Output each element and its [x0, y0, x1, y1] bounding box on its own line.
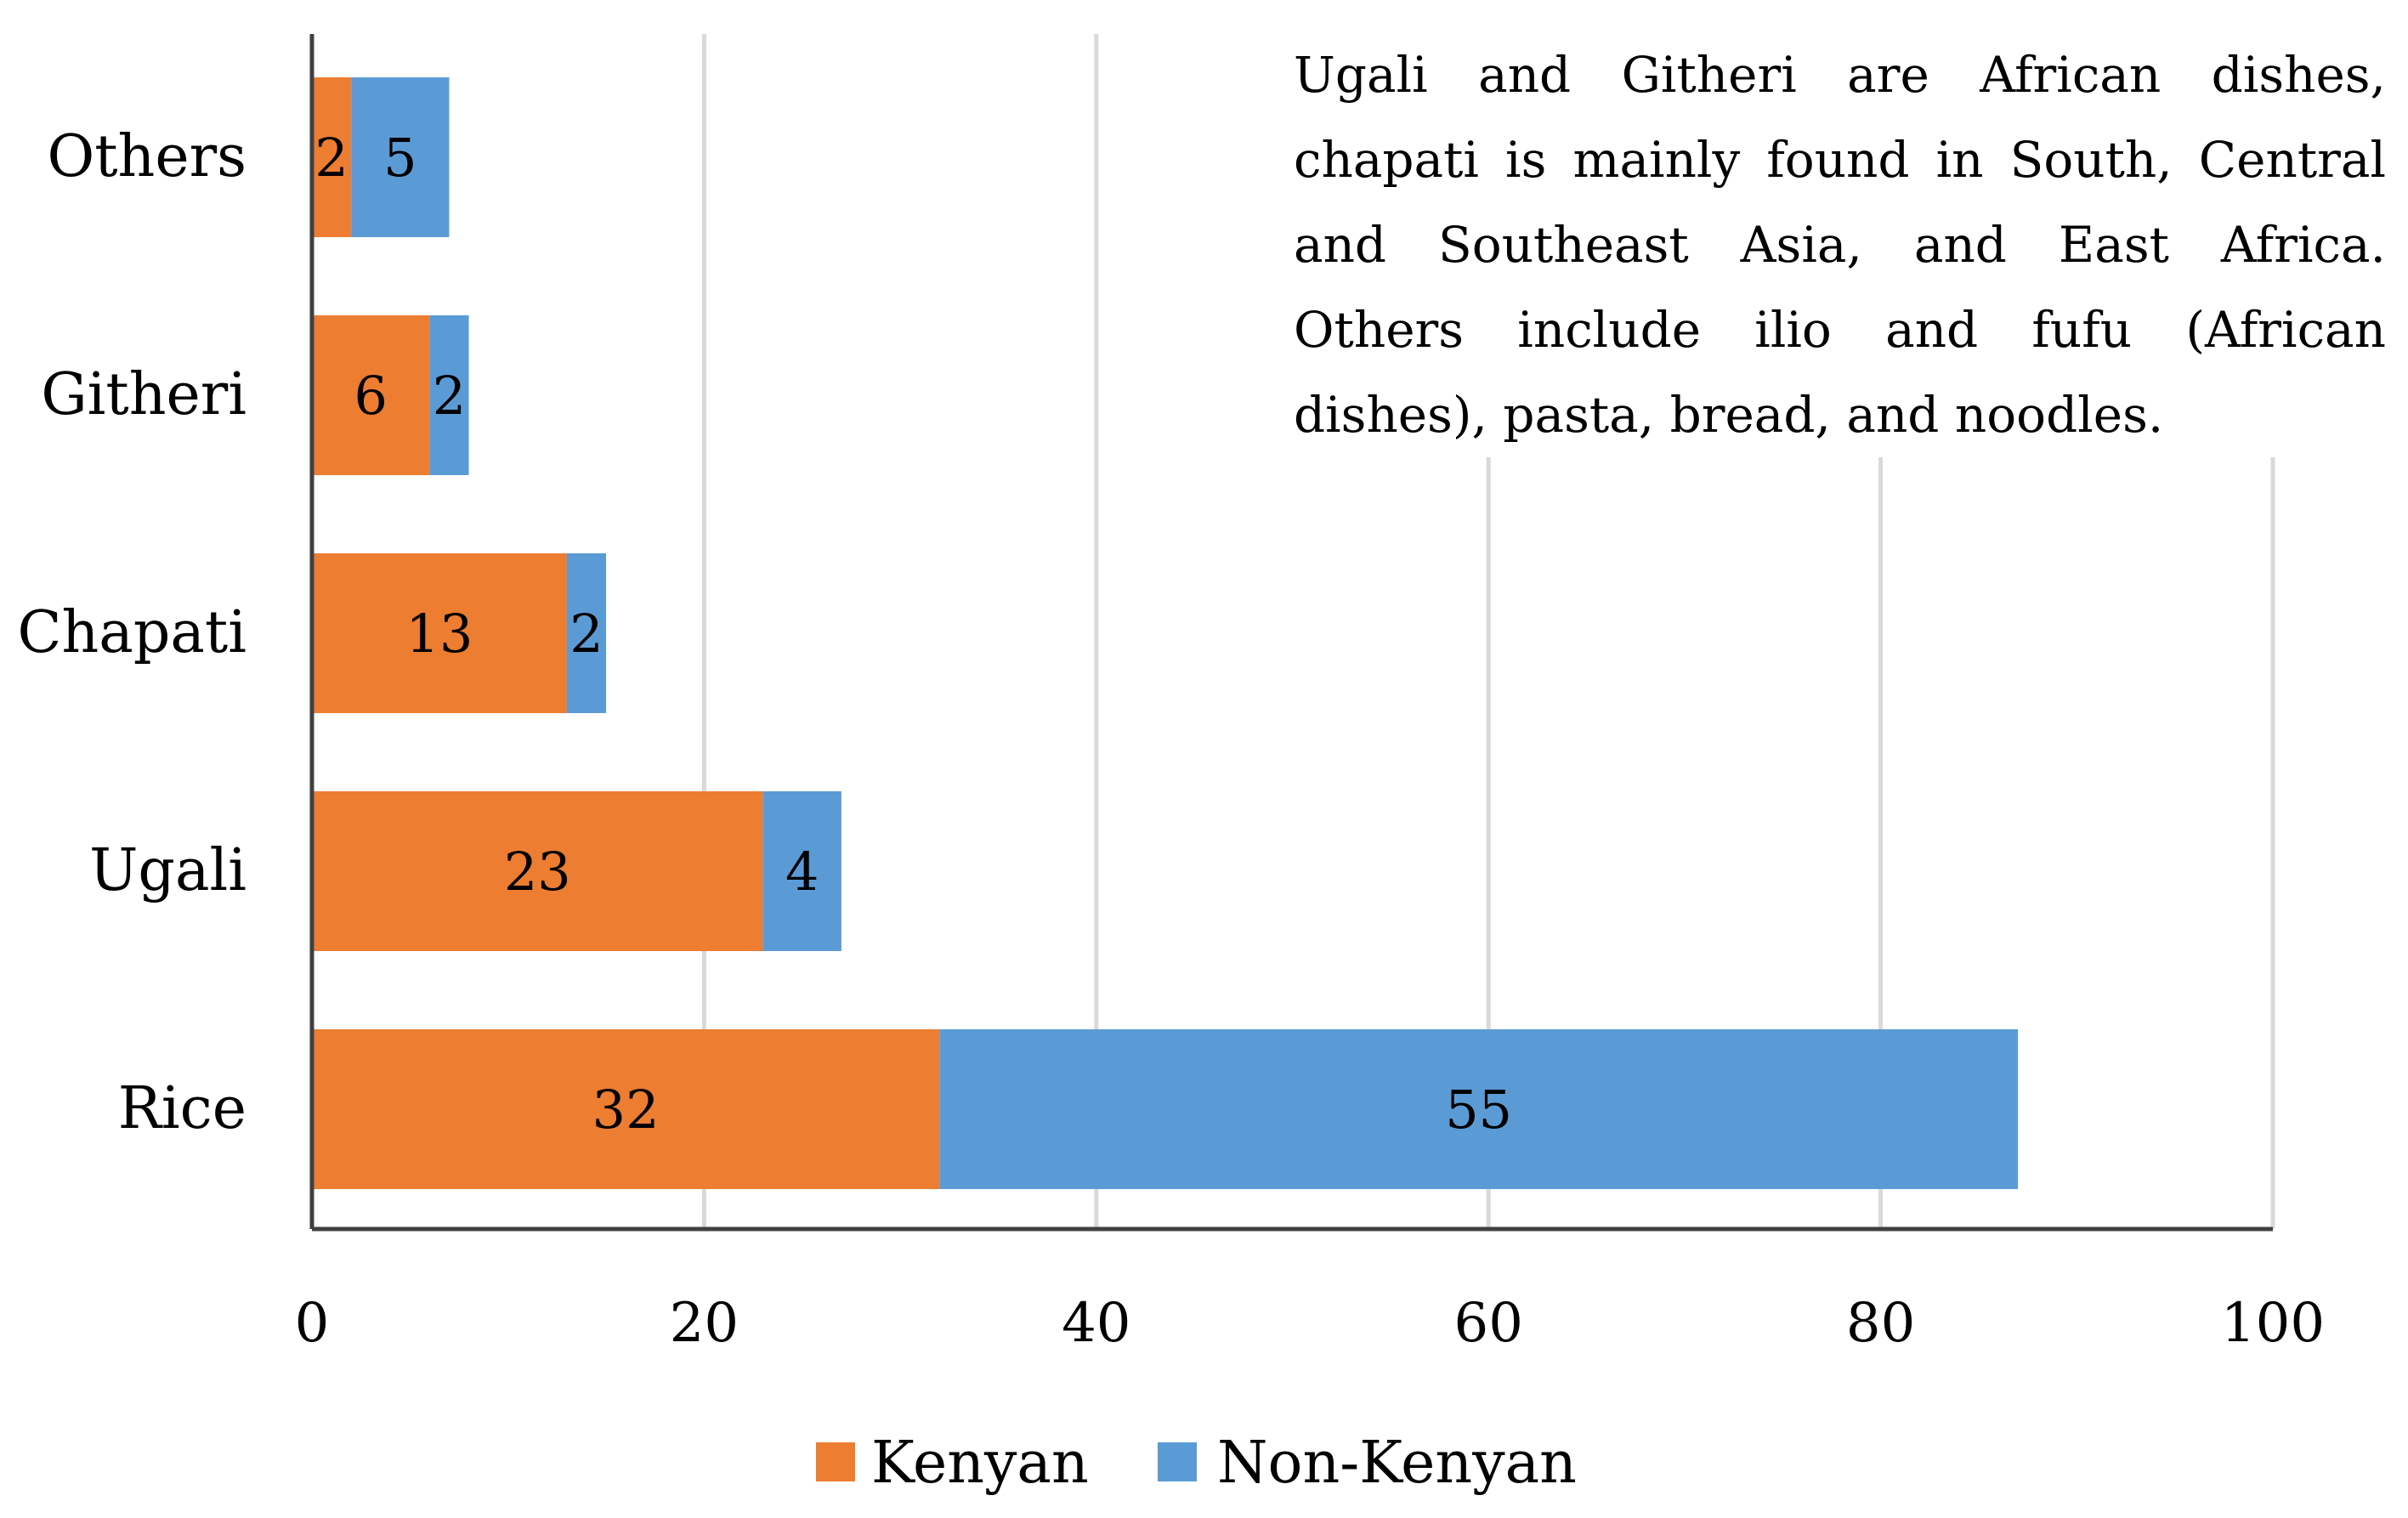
- data-label-rice-kenyan: 32: [592, 1079, 660, 1141]
- data-label-githeri-non-kenyan: 2: [433, 365, 466, 427]
- category-label-githeri: Githeri: [41, 361, 246, 428]
- bar-githeri-non-kenyan: [429, 315, 469, 475]
- data-label-chapati-kenyan: 13: [406, 603, 473, 665]
- data-label-githeri-kenyan: 6: [354, 365, 387, 427]
- chart-annotation: Ugali and Githeri are African dishes, ch…: [1294, 32, 2386, 457]
- bar-others-non-kenyan: [351, 77, 450, 237]
- data-label-rice-non-kenyan: 55: [1445, 1079, 1512, 1141]
- bar-chapati-non-kenyan: [566, 553, 607, 713]
- legend-label-kenyan: Kenyan: [871, 1430, 1089, 1497]
- data-label-chapati-non-kenyan: 2: [569, 603, 603, 665]
- bar-githeri-kenyan: [312, 315, 430, 475]
- x-tick-label-100: 100: [2221, 1292, 2325, 1355]
- bar-chapati-kenyan: [312, 553, 567, 713]
- category-label-rice: Rice: [118, 1075, 246, 1142]
- bar-rice-non-kenyan: [939, 1029, 2019, 1189]
- legend: Kenyan Non-Kenyan: [816, 1430, 1577, 1497]
- axes: [309, 34, 2273, 1232]
- bar-rice-kenyan: [312, 1029, 940, 1189]
- x-tick-label-20: 20: [670, 1292, 739, 1355]
- category-label-ugali: Ugali: [89, 837, 246, 904]
- x-tick-label-0: 0: [295, 1292, 330, 1355]
- data-label-others-non-kenyan: 5: [383, 127, 416, 189]
- tick-labels: Others Githeri Chapati Ugali Rice 0 20 40 60 80 10…: [17, 123, 2325, 1355]
- data-label-others-kenyan: 2: [314, 127, 348, 189]
- data-labels: 2 56 213 223 432 55: [314, 127, 1512, 1141]
- legend-label-non-kenyan: Non-Kenyan: [1217, 1430, 1577, 1497]
- data-label-ugali-kenyan: 23: [504, 841, 571, 903]
- legend-swatch-kenyan: [816, 1442, 855, 1481]
- x-tick-label-60: 60: [1453, 1292, 1522, 1355]
- category-label-chapati: Chapati: [17, 599, 246, 666]
- bar-ugali-kenyan: [312, 791, 763, 951]
- bar-others-kenyan: [312, 77, 352, 237]
- x-tick-label-80: 80: [1846, 1292, 1915, 1355]
- legend-swatch-non-kenyan: [1158, 1442, 1197, 1481]
- bar-ugali-non-kenyan: [762, 791, 841, 951]
- bars: [312, 77, 2019, 1189]
- data-label-ugali-non-kenyan: 4: [785, 841, 819, 903]
- category-label-others: Others: [47, 123, 246, 190]
- x-tick-label-40: 40: [1062, 1292, 1130, 1355]
